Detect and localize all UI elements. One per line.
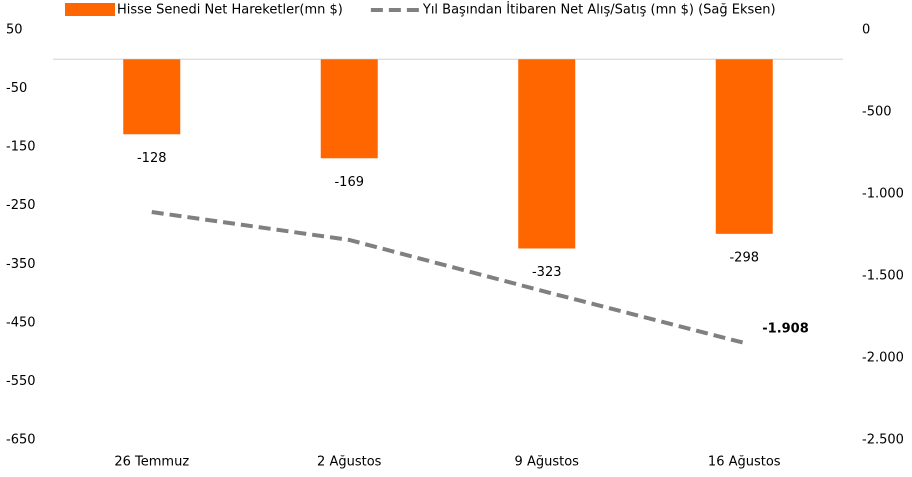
- y-tick-label: -250: [6, 198, 36, 213]
- x-tick-label: 2 Ağustos: [317, 455, 382, 470]
- x-tick-label: 16 Ağustos: [708, 455, 781, 470]
- y2-tick-label: -1.500: [862, 269, 904, 284]
- y-tick-label: -50: [6, 81, 27, 96]
- bar: [123, 59, 181, 135]
- x-tick-label: 26 Temmuz: [114, 455, 189, 470]
- legend-label: Yıl Başından İtibaren Net Alış/Satış (mn…: [422, 2, 776, 18]
- bar: [320, 59, 378, 159]
- line: [151, 210, 745, 345]
- y-tick-label: -650: [6, 433, 36, 448]
- y2-tick-label: -500: [862, 105, 892, 120]
- y-tick-label: -150: [6, 140, 36, 155]
- y2-tick-label: -1.000: [862, 187, 904, 202]
- y2-tick-label: -2.000: [862, 351, 904, 366]
- y-tick-label: -450: [6, 315, 36, 330]
- y-tick-label: -350: [6, 257, 36, 272]
- y2-tick-label: 0: [862, 23, 870, 38]
- line-value-label: -1.908: [762, 321, 809, 336]
- y2-tick-label: -2.500: [862, 433, 904, 448]
- legend-swatch: [65, 3, 115, 16]
- legend-label: Hisse Senedi Net Hareketler(mn $): [117, 3, 343, 18]
- y-tick-label: 50: [6, 23, 23, 38]
- bar-value-label: -169: [334, 175, 364, 190]
- bar: [715, 59, 773, 234]
- bar-value-label: -323: [532, 265, 562, 280]
- y-tick-label: -550: [6, 374, 36, 389]
- bar-value-label: -298: [729, 250, 759, 265]
- bar-value-label: -128: [137, 151, 167, 166]
- x-tick-label: 9 Ağustos: [515, 455, 580, 470]
- bar: [518, 59, 576, 249]
